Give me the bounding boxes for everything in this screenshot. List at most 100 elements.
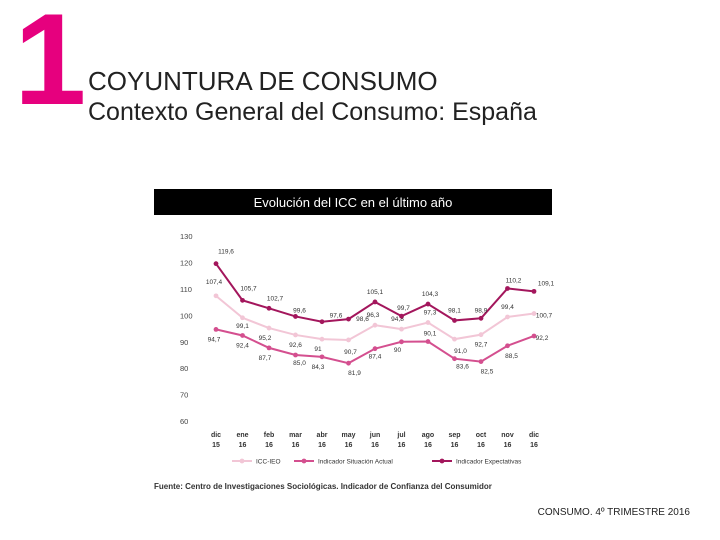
data-point	[240, 333, 245, 338]
data-label: 87,7	[259, 355, 272, 362]
data-label: 98,1	[448, 307, 461, 314]
x-tick-label: ago	[422, 432, 434, 439]
x-tick-label: may	[341, 432, 355, 439]
x-tick-label: 16	[530, 442, 538, 449]
data-point	[293, 314, 298, 319]
x-tick-label: 16	[371, 442, 379, 449]
data-point	[425, 301, 431, 307]
data-label: 102,7	[267, 295, 284, 302]
data-label: 99,7	[397, 305, 410, 312]
data-point	[372, 346, 378, 352]
data-label: 88,5	[505, 353, 518, 360]
data-point	[478, 359, 484, 364]
y-tick-label: 60	[180, 417, 188, 426]
x-tick-label: 16	[451, 442, 459, 449]
x-tick-label: 16	[318, 442, 326, 449]
x-tick-label: 16	[239, 442, 247, 449]
data-point	[531, 311, 537, 316]
data-point	[372, 299, 378, 305]
data-label: 83,6	[456, 364, 469, 371]
data-label: 94,8	[391, 316, 404, 323]
data-label: 84,3	[312, 364, 325, 371]
data-point	[240, 297, 245, 303]
data-label: 92,2	[536, 335, 549, 342]
data-label: 104,3	[422, 291, 439, 298]
data-label: 92,6	[289, 342, 302, 349]
legend-swatch-marker	[239, 458, 245, 464]
legend-label: Indicador Expectativas	[456, 459, 522, 466]
data-label: 105,1	[367, 289, 384, 296]
data-point	[452, 318, 457, 323]
data-label: 92,4	[236, 342, 249, 349]
data-point	[478, 315, 484, 321]
data-label: 107,4	[206, 279, 223, 286]
data-label: 91,0	[454, 348, 467, 355]
x-tick-label: nov	[501, 432, 514, 439]
data-label: 92,7	[475, 342, 488, 349]
chart-title: Evolución del ICC en el último año	[154, 189, 552, 215]
data-point	[319, 336, 325, 342]
x-tick-label: ene	[236, 432, 248, 439]
x-tick-label: jul	[396, 432, 405, 439]
section-subtitle: Contexto General del Consumo: España	[88, 98, 537, 126]
x-tick-label: abr	[317, 432, 328, 439]
data-label: 96,3	[367, 312, 380, 319]
data-label: 90,1	[424, 331, 437, 338]
x-tick-label: sep	[448, 432, 460, 439]
y-tick-label: 80	[180, 364, 188, 373]
data-point	[266, 305, 272, 311]
x-tick-label: 16	[265, 442, 273, 449]
x-tick-label: 16	[477, 442, 485, 449]
y-tick-label: 110	[180, 285, 192, 294]
data-label: 81,9	[348, 370, 361, 377]
data-point	[346, 360, 351, 366]
footer-text: CONSUMO. 4º TRIMESTRE 2016	[537, 507, 690, 518]
data-point	[372, 322, 378, 328]
data-point	[425, 320, 431, 325]
data-label: 97,6	[330, 313, 343, 320]
data-label: 91	[314, 346, 322, 353]
data-label: 105,7	[240, 285, 257, 292]
x-tick-label: 16	[504, 442, 512, 449]
x-tick-label: 16	[345, 442, 353, 449]
data-label: 100,7	[536, 313, 553, 320]
data-point	[452, 356, 457, 362]
x-tick-label: feb	[264, 432, 275, 439]
legend-label: Indicador Situación Actual	[318, 459, 393, 466]
data-label: 98,6	[356, 316, 369, 323]
data-point	[240, 315, 245, 321]
data-label: 90,7	[344, 349, 357, 356]
data-point	[213, 261, 219, 267]
data-point	[266, 345, 272, 351]
data-point	[505, 314, 510, 320]
icc-line-chart: 60 70 80 90 100 110 120 130 dic 15 ene 16 feb 16 mar 16…	[180, 232, 554, 466]
x-tick-label: 16	[292, 442, 300, 449]
data-point	[213, 293, 219, 299]
data-label: 110,2	[506, 277, 522, 284]
data-label: 94,7	[208, 336, 221, 343]
data-point	[399, 339, 404, 345]
data-label: 87,4	[369, 354, 382, 361]
x-tick-label: 15	[212, 442, 220, 449]
data-label: 95,2	[259, 335, 272, 342]
legend-swatch-marker	[439, 458, 445, 464]
data-point	[478, 332, 484, 338]
data-point	[346, 337, 351, 343]
data-label: 82,5	[481, 369, 494, 376]
data-point	[319, 354, 325, 360]
section-number: 1	[14, 0, 86, 132]
x-tick-label: dic	[211, 432, 221, 439]
data-point	[531, 333, 537, 339]
legend-label: ICC-IEO	[256, 459, 281, 466]
y-tick-label: 70	[180, 391, 188, 400]
data-label: 85,0	[293, 360, 306, 367]
data-label: 90	[394, 347, 402, 354]
data-label: 98,9	[475, 307, 488, 314]
data-point	[399, 326, 404, 332]
data-point	[505, 286, 510, 291]
x-tick-label: 16	[398, 442, 406, 449]
x-tick-label: 16	[424, 442, 432, 449]
data-point	[452, 336, 457, 342]
data-label: 99,4	[501, 304, 514, 311]
legend-swatch-marker	[301, 458, 307, 464]
